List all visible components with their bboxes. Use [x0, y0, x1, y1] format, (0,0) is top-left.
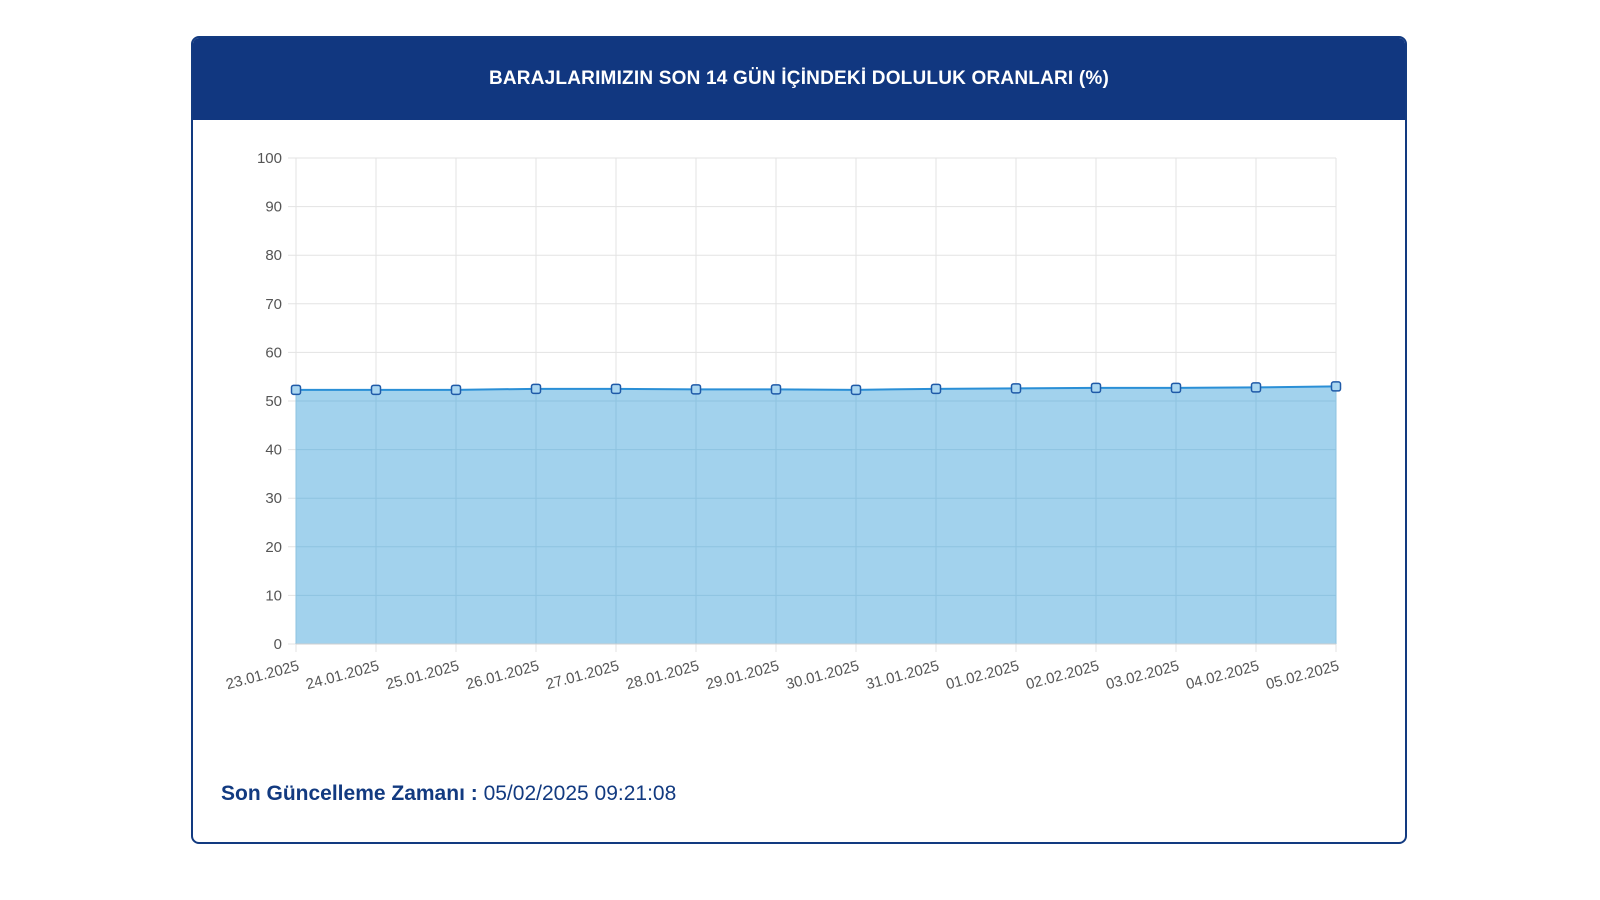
- x-tick-label: 03.02.2025: [1104, 657, 1181, 693]
- last-update: Son Güncelleme Zamanı : 05/02/2025 09:21…: [221, 782, 676, 806]
- x-tick-label: 27.01.2025: [544, 657, 621, 693]
- data-point: [770, 384, 782, 395]
- x-tick-label: 24.01.2025: [304, 657, 381, 693]
- chart-title: BARAJLARIMIZIN SON 14 GÜN İÇİNDEKİ DOLUL…: [488, 68, 1110, 89]
- data-point: [1090, 382, 1102, 394]
- y-tick-label: 80: [265, 247, 282, 264]
- x-tick-label: 04.02.2025: [1184, 657, 1261, 693]
- chart-header: BARAJLARIMIZIN SON 14 GÜN İÇİNDEKİ DOLUL…: [193, 38, 1405, 120]
- y-tick-label: 50: [265, 393, 282, 410]
- occupancy-chart: 0 10 20 30 40 50 60 70 80 90 100 23.01.2025 24.01.20…: [224, 150, 1342, 693]
- data-point: [930, 383, 942, 395]
- x-tick-label: 05.02.2025: [1264, 657, 1341, 693]
- chart-area: 0 10 20 30 40 50 60 70 80 90 100 23.01.2025 24.01.20…: [193, 120, 1405, 760]
- y-tick-label: 0: [274, 636, 282, 653]
- x-tick-label: 25.01.2025: [384, 657, 461, 693]
- y-tick-label: 100: [257, 150, 282, 167]
- data-point: [1250, 382, 1262, 393]
- last-update-label: Son Güncelleme Zamanı :: [221, 782, 478, 805]
- y-tick-label: 30: [265, 490, 282, 507]
- last-update-value: 05/02/2025 09:21:08: [483, 782, 677, 805]
- x-tick-label: 02.02.2025: [1024, 657, 1101, 693]
- data-point: [610, 383, 622, 395]
- y-tick-label: 20: [265, 539, 282, 556]
- series-line: [296, 385, 1337, 391]
- data-point: [530, 383, 542, 395]
- y-tick-label: 70: [265, 296, 282, 313]
- data-point: [1170, 382, 1182, 394]
- y-tick-label: 10: [265, 587, 282, 604]
- data-point: [1010, 383, 1022, 394]
- chart-card: BARAJLARIMIZIN SON 14 GÜN İÇİNDEKİ DOLUL…: [191, 36, 1407, 844]
- x-tick-label: 29.01.2025: [704, 657, 781, 693]
- x-tick-label: 01.02.2025: [944, 657, 1021, 693]
- y-tick-label: 60: [265, 344, 282, 361]
- y-tick-label: 90: [265, 199, 282, 216]
- data-point: [370, 384, 382, 396]
- x-tick-label: 28.01.2025: [624, 657, 701, 693]
- series-area: [296, 386, 1336, 644]
- x-tick-label: 30.01.2025: [784, 657, 861, 693]
- data-point: [290, 384, 302, 396]
- data-point: [450, 384, 462, 396]
- x-tick-label: 31.01.2025: [864, 657, 941, 693]
- data-point: [850, 384, 862, 396]
- x-tick-label: 26.01.2025: [464, 657, 541, 693]
- data-point: [1330, 381, 1342, 392]
- x-tick-label: 23.01.2025: [224, 657, 301, 693]
- y-tick-label: 40: [265, 442, 282, 459]
- data-point: [690, 384, 702, 395]
